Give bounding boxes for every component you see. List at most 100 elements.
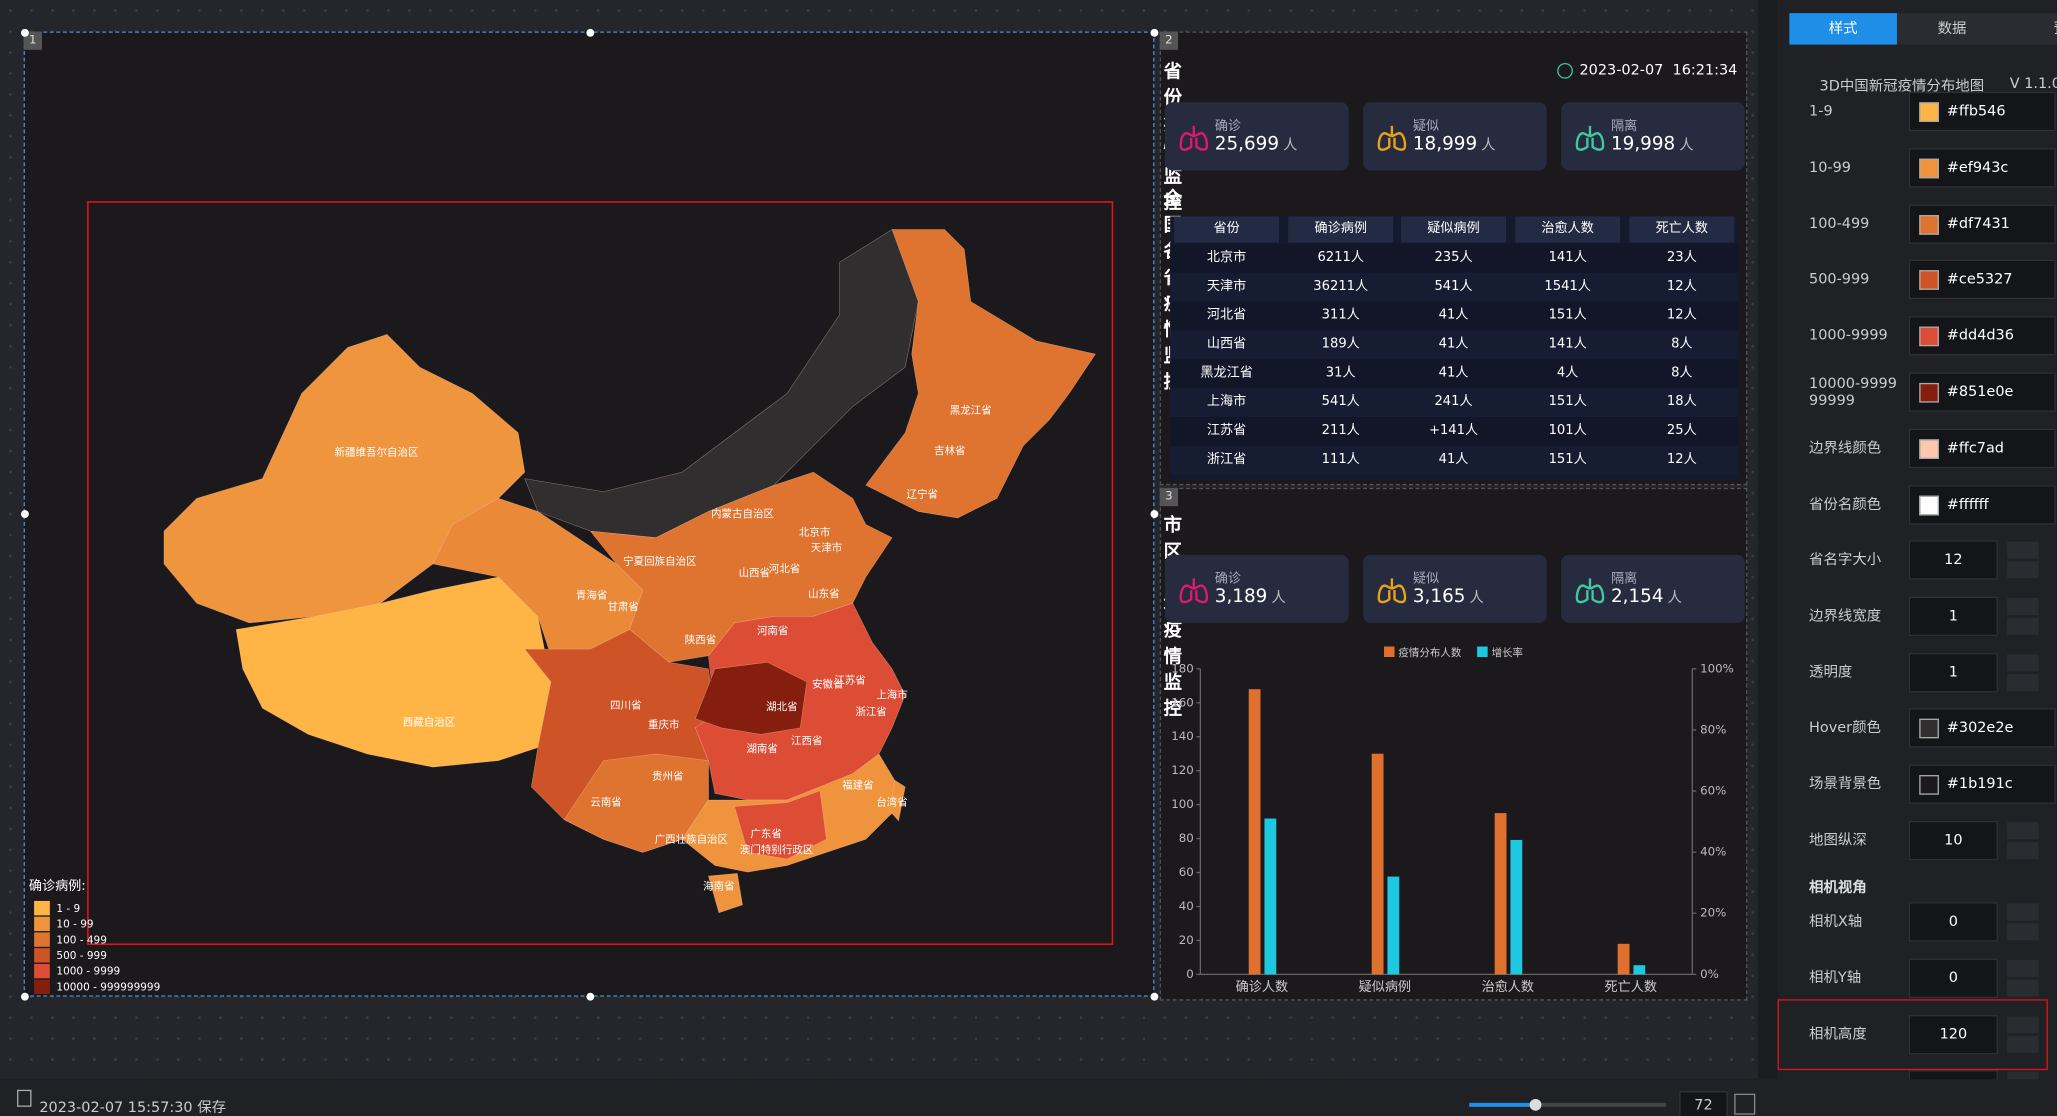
table-cell: 36211人 — [1313, 279, 1369, 294]
stat-value: 18,999 人 — [1412, 133, 1496, 155]
number-input[interactable]: 0 — [1908, 902, 1998, 942]
zoom-value[interactable]: 72 — [1679, 1091, 1728, 1116]
stat-unit: 人 — [1679, 136, 1694, 154]
table-cell: 12人 — [1666, 308, 1697, 323]
stat-card: 隔离 19,998 人 — [1561, 102, 1745, 171]
resize-handle[interactable] — [586, 28, 595, 37]
color-swatch — [1919, 382, 1939, 403]
table-cell: 25人 — [1666, 423, 1697, 439]
table-header: 疑似病例 — [1401, 216, 1507, 243]
table-cell: 黑龙江省 — [1200, 365, 1253, 381]
status-bar: 2023-02-07 15:57:30 保存 72 — [0, 1079, 2057, 1116]
color-input[interactable]: #ffc7ad — [1908, 428, 2056, 469]
x-tick-label: 治愈人数 — [1482, 979, 1534, 995]
fullscreen-button[interactable] — [1734, 1093, 1756, 1115]
color-input[interactable]: #302e2e — [1908, 708, 2056, 748]
resize-handle[interactable] — [1150, 28, 1159, 37]
resize-handle[interactable] — [20, 28, 29, 37]
color-swatch — [1919, 102, 1939, 122]
table-cell: 1541人 — [1544, 279, 1591, 294]
zoom-slider[interactable] — [1469, 1102, 1667, 1107]
table-cell: 151人 — [1548, 308, 1587, 323]
resize-handle[interactable] — [20, 992, 29, 1001]
number-input[interactable]: 120 — [1908, 1015, 1998, 1055]
legend-title: 确诊病例: — [29, 878, 86, 894]
lung-icon — [1377, 125, 1407, 151]
table-cell: 23人 — [1666, 250, 1697, 265]
number-input[interactable]: 0 — [1908, 958, 1998, 998]
lung-icon — [1179, 125, 1209, 151]
province-label: 海南省 — [703, 880, 734, 893]
spin-up[interactable] — [2007, 959, 2039, 977]
zoom-knob[interactable] — [1529, 1098, 1542, 1111]
spin-up[interactable] — [2007, 903, 2039, 921]
setting-label: Hover颜色 — [1809, 718, 1881, 736]
spin-down[interactable] — [2007, 923, 2039, 941]
x-tick-label: 确诊人数 — [1236, 979, 1288, 995]
y2-tick-label: 20% — [1700, 906, 1726, 920]
y-tick-label: 60 — [1179, 865, 1194, 879]
setting-label: 省份名颜色 — [1809, 495, 1882, 513]
color-input[interactable]: #ffb546 — [1908, 91, 2056, 132]
table-cell: 241人 — [1434, 394, 1473, 410]
legend-swatch — [1384, 646, 1395, 658]
setting-label: 相机高度 — [1809, 1025, 1867, 1043]
resize-handle[interactable] — [1150, 992, 1159, 1001]
color-input[interactable]: #1b191c — [1908, 764, 2056, 804]
setting-label: 10-99 — [1809, 158, 1851, 176]
color-input[interactable]: #dd4d36 — [1908, 316, 2056, 356]
table-row — [1170, 417, 1739, 446]
color-input[interactable]: #ce5327 — [1908, 259, 2056, 299]
color-input[interactable]: #851e0e — [1908, 372, 2056, 412]
stat-value: 2,154 人 — [1610, 586, 1682, 608]
color-value: #ef943c — [1946, 158, 2009, 176]
zoom-slider-fill — [1469, 1102, 1537, 1107]
spin-up[interactable] — [2007, 654, 2039, 672]
bar — [1494, 813, 1507, 975]
resize-handle[interactable] — [586, 992, 595, 1001]
spin-down[interactable] — [2007, 841, 2039, 859]
spin-down[interactable] — [2007, 674, 2039, 692]
number-input[interactable]: 1 — [1908, 596, 1998, 637]
province-label: 广东省 — [750, 827, 781, 840]
table-row — [1170, 359, 1739, 389]
color-input[interactable]: #ffffff — [1908, 485, 2056, 525]
color-input[interactable]: #ef943c — [1908, 148, 2056, 188]
resize-handle[interactable] — [20, 510, 29, 519]
stat-card: 确诊 3,189 人 — [1164, 554, 1349, 623]
tab[interactable]: 样式 — [1789, 13, 1897, 45]
color-swatch — [1919, 495, 1939, 516]
number-input[interactable]: 1 — [1908, 653, 1998, 693]
table-cell: 8人 — [1671, 337, 1693, 352]
save-icon — [17, 1089, 32, 1107]
version: V 1.1.0 — [2009, 74, 2057, 92]
spin-down[interactable] — [2007, 617, 2039, 635]
save-status: 2023-02-07 15:57:30 保存 — [39, 1098, 227, 1116]
table-row — [1170, 445, 1739, 475]
y-tick-label: 20 — [1179, 933, 1194, 947]
tab[interactable]: 数据 — [1937, 19, 1967, 37]
table-row — [1170, 243, 1739, 273]
number-input[interactable]: 10 — [1908, 820, 1998, 861]
spin-down[interactable] — [2007, 561, 2039, 579]
table-cell: 41人 — [1438, 365, 1469, 381]
spin-up[interactable] — [2007, 1016, 2039, 1034]
stat-card: 疑似 3,165 人 — [1363, 554, 1547, 623]
icon-shape — [1377, 125, 1407, 151]
spin-up[interactable] — [2007, 822, 2039, 840]
legend-label: 1 - 9 — [56, 903, 80, 915]
table-row — [1170, 272, 1739, 302]
y-tick-label: 140 — [1171, 729, 1194, 743]
spin-down[interactable] — [2007, 1036, 2039, 1054]
table-cell: 浙江省 — [1206, 452, 1247, 467]
resize-handle[interactable] — [1150, 510, 1159, 519]
legend-swatch — [34, 932, 50, 947]
province-label: 吉林省 — [934, 444, 965, 457]
province-label: 安徽省 — [812, 678, 843, 691]
tab[interactable]: 预 — [2007, 13, 2057, 44]
spin-down[interactable] — [2007, 979, 2039, 997]
spin-up[interactable] — [2007, 597, 2039, 616]
number-input[interactable]: 12 — [1908, 540, 1998, 580]
color-input[interactable]: #df7431 — [1908, 204, 2056, 244]
spin-up[interactable] — [2007, 541, 2039, 559]
